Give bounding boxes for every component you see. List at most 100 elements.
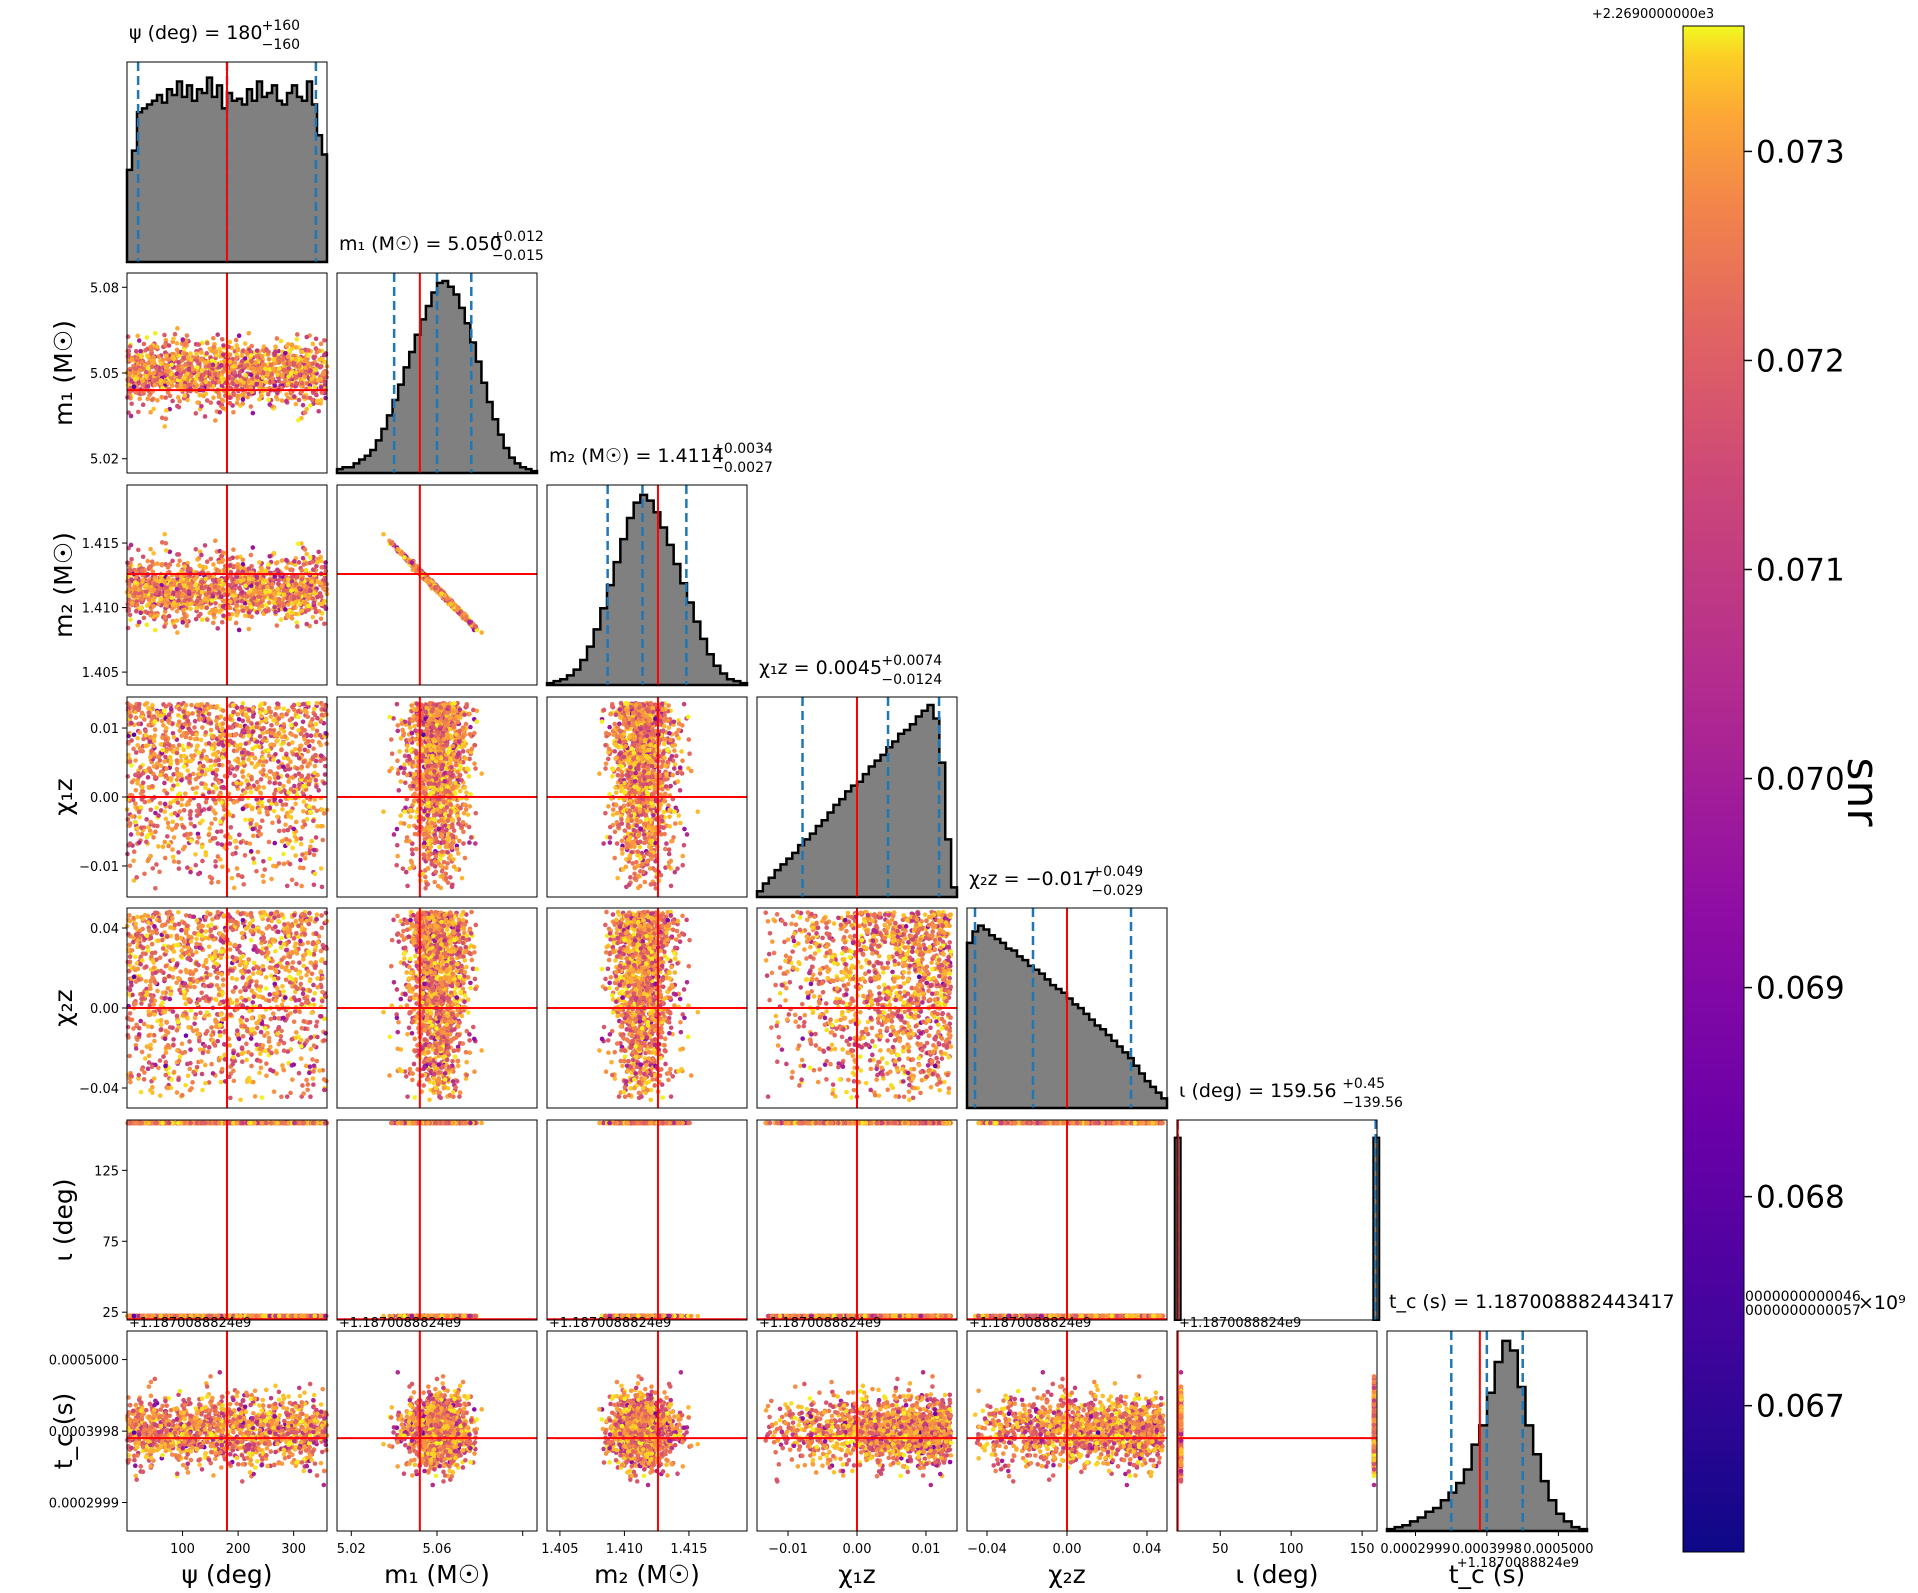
scatter-point <box>193 577 198 582</box>
scatter-point <box>162 532 167 537</box>
scatter-point <box>216 758 221 763</box>
scatter-point <box>213 864 218 869</box>
scatter-point <box>214 718 219 723</box>
scatter-point <box>244 606 249 611</box>
scatter-point <box>313 764 318 769</box>
scatter-point <box>252 588 257 593</box>
panel-psi-psi <box>127 62 327 262</box>
scatter-point <box>259 777 264 782</box>
scatter-point <box>179 578 184 583</box>
scatter-point <box>279 339 284 344</box>
scatter-point <box>315 560 320 565</box>
scatter-point <box>166 565 171 570</box>
scatter-m1-m2 <box>381 532 484 635</box>
scatter-point <box>275 587 280 592</box>
scatter-point <box>266 392 271 397</box>
scatter-point <box>148 547 153 552</box>
scatter-point <box>235 401 240 406</box>
scatter-point <box>293 581 298 586</box>
scatter-point <box>177 375 182 380</box>
scatter-point <box>171 337 176 342</box>
scatter-point <box>294 620 299 625</box>
scatter-point <box>301 395 306 400</box>
scatter-point <box>236 873 241 878</box>
scatter-point <box>207 790 212 795</box>
scatter-point <box>204 351 209 356</box>
scatter-point <box>165 595 170 600</box>
scatter-point <box>193 852 198 857</box>
scatter-point <box>220 620 225 625</box>
scatter-point <box>133 370 138 375</box>
scatter-point <box>318 719 323 724</box>
scatter-point <box>199 377 204 382</box>
scatter-point <box>319 616 324 621</box>
scatter-point <box>189 357 194 362</box>
scatter-point <box>320 602 325 607</box>
scatter-point <box>309 377 314 382</box>
scatter-point <box>173 332 178 337</box>
scatter-point <box>231 593 236 598</box>
scatter-point <box>261 375 266 380</box>
scatter-point <box>288 362 293 367</box>
scatter-point <box>148 410 153 415</box>
scatter-point <box>128 821 133 826</box>
scatter-point <box>269 723 274 728</box>
scatter-point <box>275 372 280 377</box>
scatter-point <box>151 355 156 360</box>
scatter-point <box>296 418 301 423</box>
scatter-point <box>169 776 174 781</box>
scatter-point <box>165 364 170 369</box>
scatter-point <box>217 394 222 399</box>
histogram-m2 <box>547 495 747 685</box>
panel-psi-m1 <box>125 273 329 473</box>
scatter-point <box>135 736 140 741</box>
scatter-point <box>221 558 226 563</box>
scatter-point <box>188 567 193 572</box>
scatter-point <box>137 815 142 820</box>
scatter-point <box>315 729 320 734</box>
scatter-point <box>141 578 146 583</box>
scatter-point <box>162 424 167 429</box>
scatter-point <box>140 596 145 601</box>
scatter-point <box>269 594 274 599</box>
scatter-point <box>188 736 193 741</box>
scatter-point <box>275 336 280 341</box>
scatter-point <box>166 589 171 594</box>
scatter-point <box>235 380 240 385</box>
scatter-point <box>255 610 260 615</box>
scatter-point <box>270 376 275 381</box>
scatter-point <box>292 394 297 399</box>
scatter-point <box>283 822 288 827</box>
scatter-point <box>152 587 157 592</box>
scatter-point <box>292 362 297 367</box>
scatter-point <box>145 335 150 340</box>
scatter-point <box>433 586 438 591</box>
scatter-point <box>208 764 213 769</box>
scatter-point <box>217 569 222 574</box>
scatter-point <box>199 579 204 584</box>
scatter-point <box>318 591 323 596</box>
scatter-point <box>161 844 166 849</box>
scatter-point <box>236 348 241 353</box>
scatter-point <box>261 859 266 864</box>
scatter-point <box>308 555 313 560</box>
scatter-point <box>306 348 311 353</box>
scatter-point <box>313 385 318 390</box>
scatter-point <box>319 377 324 382</box>
scatter-point <box>205 559 210 564</box>
scatter-point <box>296 542 301 547</box>
scatter-point <box>321 586 326 591</box>
scatter-point <box>316 409 321 414</box>
scatter-point <box>277 829 282 834</box>
scatter-point <box>204 565 209 570</box>
scatter-point <box>196 872 201 877</box>
scatter-point <box>128 344 133 349</box>
scatter-point <box>132 384 137 389</box>
scatter-point <box>234 613 239 618</box>
scatter-point <box>209 821 214 826</box>
scatter-point <box>136 410 141 415</box>
scatter-point <box>279 747 284 752</box>
scatter-point <box>245 363 250 368</box>
scatter-point <box>148 564 153 569</box>
scatter-point <box>207 807 212 812</box>
